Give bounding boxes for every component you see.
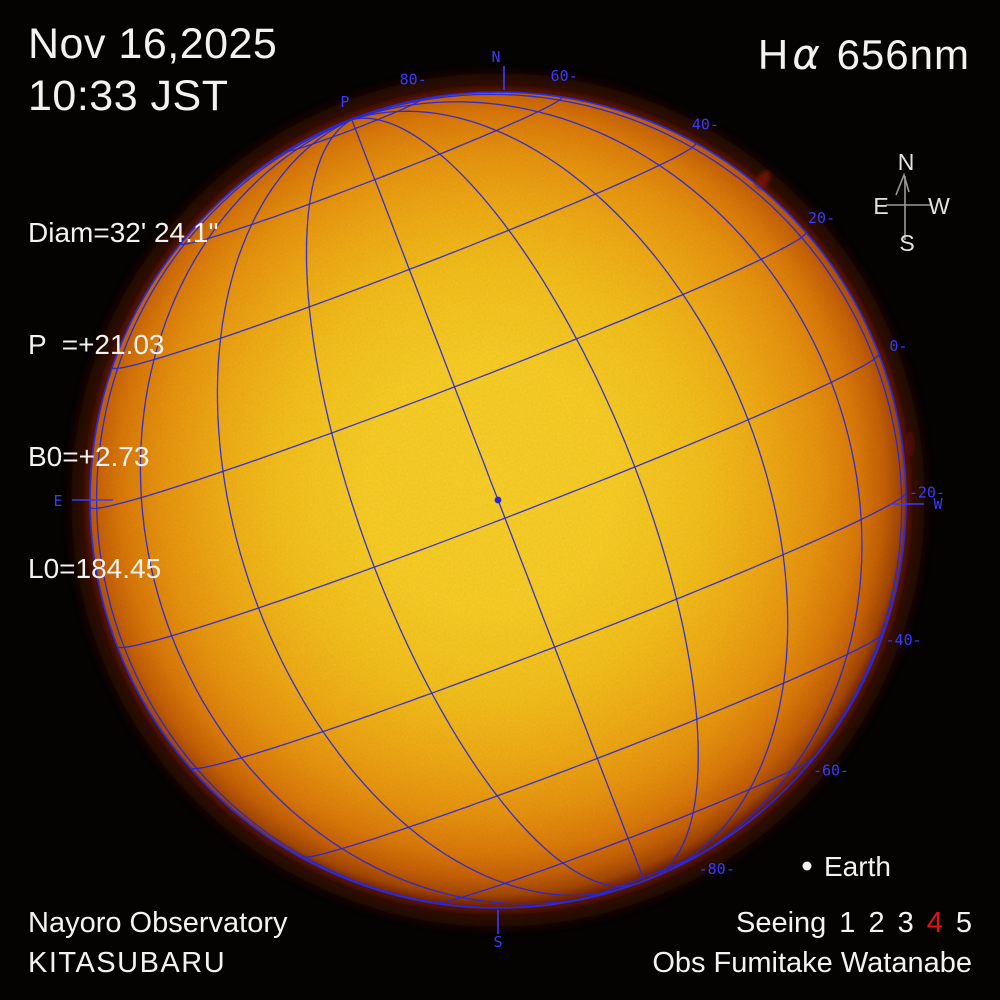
latitude-label: 0-	[889, 337, 907, 355]
seeing-4-active: 4	[926, 907, 943, 939]
seeing-2: 2	[868, 907, 885, 939]
grid-labels: 80- 60-40-20-0--20--40--60--80-PNE WS	[53, 48, 944, 951]
compass-south-label: S	[899, 230, 914, 256]
grid-line	[216, 119, 628, 897]
grid-line	[351, 93, 903, 828]
disk-center-dot	[494, 496, 502, 504]
seeing-5: 5	[955, 907, 972, 939]
latitude-label: 20-	[808, 209, 835, 227]
ephemeris-b0: B0=+2.73	[28, 440, 150, 472]
earth-label: Earth	[824, 851, 891, 882]
telescope-name: KITASUBARU	[28, 947, 227, 980]
ephemeris-l0: L0=184.45	[28, 552, 162, 584]
pole-label: P	[340, 93, 349, 111]
observer-name: Obs Fumitake Watanabe	[652, 947, 972, 980]
east-label: E	[53, 492, 62, 510]
ephemeris-p-angle: P =+21.03	[28, 329, 165, 361]
prominence	[905, 431, 915, 457]
observation-time: 10:33 JST	[28, 72, 229, 121]
cardinal-ticks	[72, 66, 924, 934]
seeing-3: 3	[897, 907, 914, 939]
compass-east-label: E	[873, 193, 888, 219]
latitude-label: -80-	[699, 860, 735, 878]
observation-date: Nov 16,2025	[28, 20, 278, 68]
latitude-label: 60-	[551, 67, 578, 85]
ephemeris-block: Diam=32' 24.1" P =+21.03 B0=+2.73 L0=184…	[28, 140, 218, 661]
observatory-name: Nayoro Observatory	[28, 907, 288, 939]
grid-line	[95, 118, 536, 909]
seeing-label: Seeing	[735, 907, 827, 939]
prominence	[755, 170, 771, 190]
observatory-credit: Nayoro Observatory KITASUBARU	[28, 903, 288, 983]
grid-line	[351, 101, 863, 867]
latitude-label: -40-	[886, 631, 922, 649]
west-label: W	[933, 495, 943, 513]
seeing-scale: Seeing 1 2 3 4 5	[652, 903, 972, 943]
grid-line	[139, 119, 610, 905]
compass-north-arrow-icon	[895, 172, 910, 196]
latitude-label: 40-	[692, 116, 719, 134]
latitude-label: -20-	[909, 484, 945, 502]
earth-scale-reference: Earth	[802, 851, 891, 882]
latitude-label: -60-	[813, 762, 849, 780]
compass-west-label: W	[928, 193, 950, 219]
wavelength-h: H	[757, 31, 790, 78]
latitude-label: 80-	[400, 71, 427, 89]
observation-datetime: Nov 16,2025 10:33 JST	[28, 18, 277, 123]
grid-line	[351, 110, 789, 875]
seeing-1: 1	[839, 907, 856, 939]
heliographic-grid	[89, 93, 907, 909]
wavelength-title: Hα 656nm	[758, 30, 970, 79]
earth-dot-icon	[802, 861, 812, 871]
grid-line	[351, 119, 646, 881]
compass-north-label: N	[898, 149, 915, 175]
alpha-symbol: α	[792, 30, 821, 79]
observer-credit: Seeing 1 2 3 4 5 Obs Fumitake Watanabe	[652, 903, 972, 983]
south-label: S	[493, 933, 502, 951]
grid-line	[305, 119, 636, 887]
wavelength-rest: 656nm	[823, 31, 970, 78]
compass-rose: N E W S	[873, 149, 950, 256]
ephemeris-diameter: Diam=32' 24.1"	[28, 217, 219, 249]
north-label: N	[491, 48, 500, 66]
grid-line	[351, 117, 699, 878]
